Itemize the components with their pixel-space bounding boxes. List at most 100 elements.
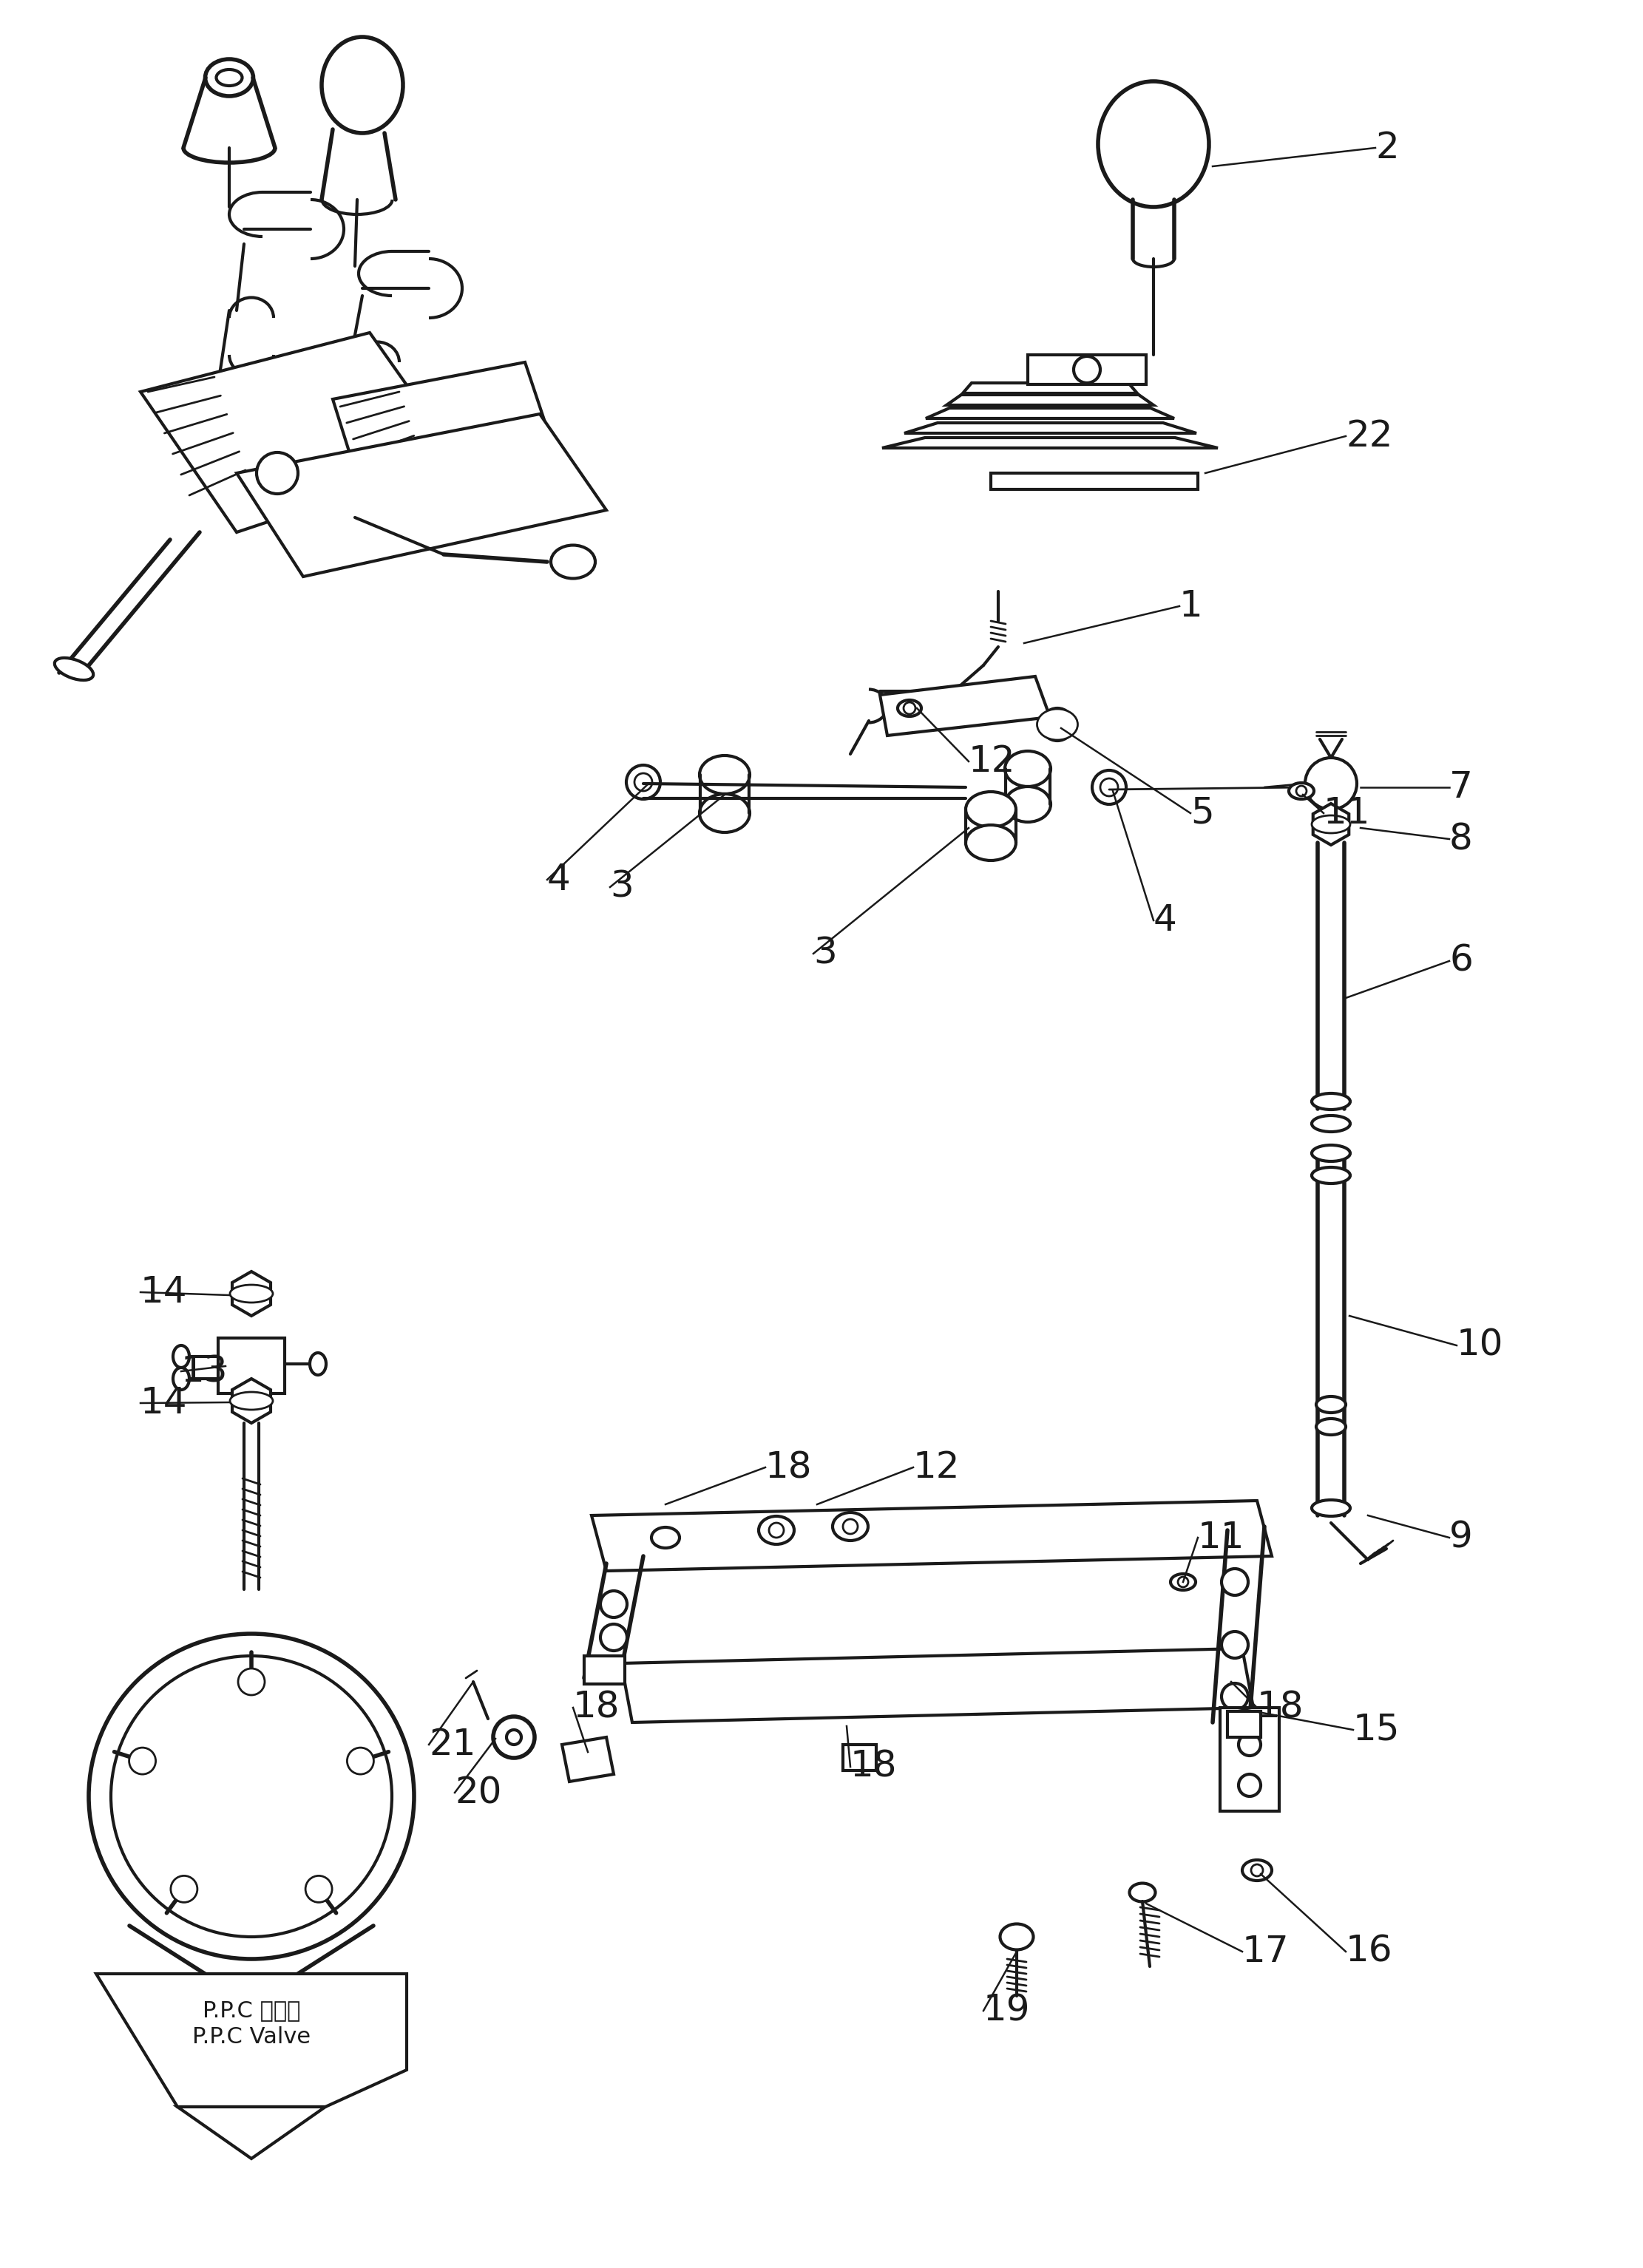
Text: 12: 12 bbox=[969, 744, 1015, 780]
Text: 7: 7 bbox=[1449, 769, 1472, 805]
Ellipse shape bbox=[1316, 1418, 1346, 1436]
Ellipse shape bbox=[1316, 1397, 1346, 1413]
Text: 11: 11 bbox=[1198, 1520, 1245, 1556]
Ellipse shape bbox=[651, 1526, 680, 1549]
Bar bbox=[1221, 1708, 1280, 1812]
Polygon shape bbox=[177, 2107, 325, 2159]
Circle shape bbox=[256, 451, 297, 494]
Ellipse shape bbox=[626, 764, 660, 798]
Circle shape bbox=[1221, 1683, 1249, 1710]
Circle shape bbox=[1042, 708, 1073, 742]
Circle shape bbox=[506, 1730, 521, 1744]
Circle shape bbox=[493, 1717, 534, 1758]
Circle shape bbox=[1239, 1774, 1260, 1796]
Polygon shape bbox=[591, 1501, 1272, 1572]
Text: 4: 4 bbox=[547, 862, 570, 898]
Text: P.P.C バルブ: P.P.C バルブ bbox=[202, 2000, 301, 2021]
Polygon shape bbox=[904, 422, 1196, 433]
Ellipse shape bbox=[173, 1345, 189, 1368]
Circle shape bbox=[1073, 356, 1101, 383]
Ellipse shape bbox=[966, 826, 1015, 860]
Polygon shape bbox=[621, 1649, 1254, 1721]
Text: 18: 18 bbox=[766, 1449, 812, 1486]
Ellipse shape bbox=[1006, 751, 1052, 787]
Ellipse shape bbox=[700, 794, 749, 832]
Text: 11: 11 bbox=[1324, 796, 1370, 830]
Ellipse shape bbox=[550, 544, 595, 578]
Polygon shape bbox=[334, 363, 562, 517]
Bar bbox=[219, 1338, 284, 1393]
Polygon shape bbox=[97, 1973, 407, 2107]
Bar bbox=[585, 1656, 624, 1685]
Text: 18: 18 bbox=[573, 1690, 619, 1726]
Circle shape bbox=[1221, 1631, 1249, 1658]
Circle shape bbox=[600, 1590, 628, 1617]
Circle shape bbox=[306, 1876, 332, 1903]
Circle shape bbox=[130, 1749, 156, 1774]
Ellipse shape bbox=[1037, 710, 1078, 739]
Text: 14: 14 bbox=[141, 1275, 187, 1311]
Bar bbox=[843, 1744, 876, 1771]
Text: 1: 1 bbox=[1180, 587, 1203, 624]
Ellipse shape bbox=[1311, 1499, 1351, 1517]
Ellipse shape bbox=[759, 1517, 794, 1545]
Circle shape bbox=[904, 703, 915, 714]
Text: 13: 13 bbox=[181, 1354, 228, 1388]
Circle shape bbox=[634, 773, 652, 792]
Bar bbox=[1227, 1712, 1260, 1737]
Ellipse shape bbox=[1093, 771, 1125, 805]
Ellipse shape bbox=[966, 792, 1015, 828]
Ellipse shape bbox=[1006, 787, 1052, 821]
Ellipse shape bbox=[54, 658, 94, 680]
Ellipse shape bbox=[217, 70, 242, 86]
Ellipse shape bbox=[1242, 1860, 1272, 1880]
Text: 18: 18 bbox=[851, 1749, 897, 1785]
Text: 16: 16 bbox=[1346, 1935, 1393, 1969]
Polygon shape bbox=[881, 676, 1050, 735]
Text: 12: 12 bbox=[914, 1449, 960, 1486]
Polygon shape bbox=[237, 415, 606, 576]
Circle shape bbox=[1250, 1864, 1263, 1876]
Text: 18: 18 bbox=[1257, 1690, 1305, 1726]
Ellipse shape bbox=[230, 1284, 273, 1302]
Circle shape bbox=[1221, 1569, 1249, 1594]
Text: 22: 22 bbox=[1346, 417, 1393, 454]
Text: 19: 19 bbox=[984, 1994, 1030, 2028]
Text: 21: 21 bbox=[429, 1726, 476, 1762]
Circle shape bbox=[171, 1876, 197, 1903]
Circle shape bbox=[1296, 785, 1306, 796]
Text: 17: 17 bbox=[1242, 1935, 1290, 1969]
Text: 3: 3 bbox=[610, 869, 634, 905]
Circle shape bbox=[238, 1669, 265, 1694]
Text: 10: 10 bbox=[1457, 1327, 1503, 1363]
Ellipse shape bbox=[1129, 1882, 1155, 1901]
Ellipse shape bbox=[897, 701, 922, 717]
Circle shape bbox=[600, 1624, 628, 1651]
Ellipse shape bbox=[1311, 1093, 1351, 1109]
Circle shape bbox=[1101, 778, 1117, 796]
Ellipse shape bbox=[1170, 1574, 1196, 1590]
Bar bbox=[1029, 354, 1147, 383]
Text: 3: 3 bbox=[813, 937, 836, 971]
Text: 5: 5 bbox=[1191, 796, 1214, 830]
Ellipse shape bbox=[1311, 1145, 1351, 1161]
Text: 20: 20 bbox=[455, 1776, 501, 1810]
Text: P.P.C Valve: P.P.C Valve bbox=[192, 2025, 311, 2048]
Circle shape bbox=[89, 1633, 414, 1960]
Polygon shape bbox=[963, 383, 1137, 392]
Polygon shape bbox=[882, 438, 1217, 449]
Ellipse shape bbox=[1311, 1116, 1351, 1132]
Ellipse shape bbox=[311, 1352, 325, 1374]
Text: 2: 2 bbox=[1375, 129, 1398, 166]
Polygon shape bbox=[141, 333, 458, 533]
Circle shape bbox=[843, 1520, 858, 1533]
Ellipse shape bbox=[1311, 1168, 1351, 1184]
Ellipse shape bbox=[1001, 1923, 1033, 1950]
Text: 14: 14 bbox=[141, 1386, 187, 1420]
Ellipse shape bbox=[833, 1513, 868, 1540]
Polygon shape bbox=[946, 395, 1153, 406]
Ellipse shape bbox=[700, 755, 749, 794]
Ellipse shape bbox=[205, 59, 253, 95]
Text: 6: 6 bbox=[1449, 943, 1472, 980]
Circle shape bbox=[112, 1656, 393, 1937]
